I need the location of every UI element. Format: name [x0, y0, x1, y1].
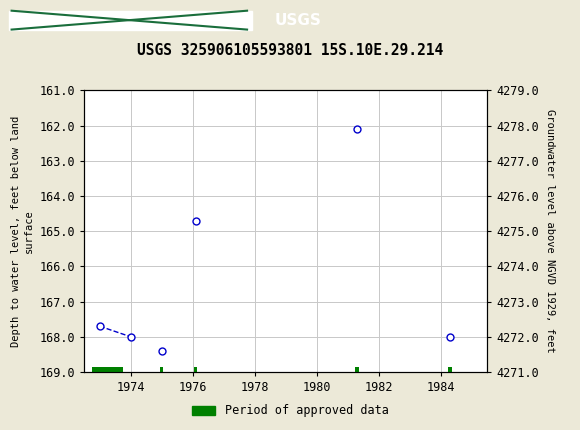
- Bar: [92, 367, 123, 372]
- Legend: Period of approved data: Period of approved data: [187, 399, 393, 422]
- Text: USGS: USGS: [274, 13, 321, 28]
- Bar: [194, 367, 197, 372]
- Bar: [160, 367, 163, 372]
- Y-axis label: Depth to water level, feet below land
surface: Depth to water level, feet below land su…: [10, 116, 34, 347]
- Bar: [448, 367, 452, 372]
- Y-axis label: Groundwater level above NGVD 1929, feet: Groundwater level above NGVD 1929, feet: [545, 109, 554, 353]
- Bar: [9, 11, 252, 30]
- Bar: [356, 367, 358, 372]
- Text: USGS 325906105593801 15S.10E.29.214: USGS 325906105593801 15S.10E.29.214: [137, 43, 443, 58]
